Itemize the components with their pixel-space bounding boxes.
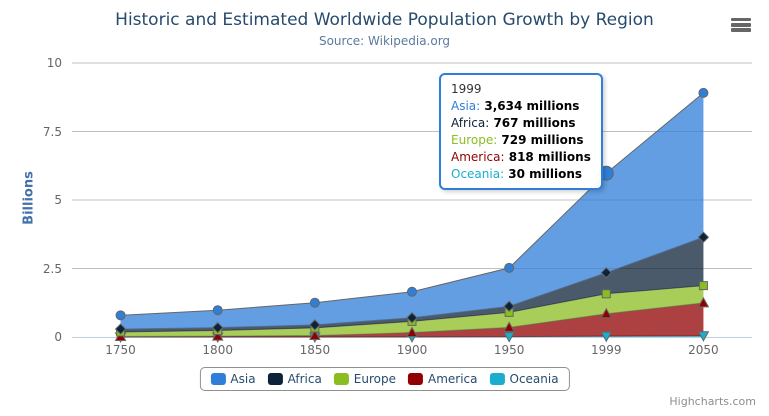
- tooltip-series-value: 767 millions: [489, 116, 576, 130]
- x-axis-label: 1800: [202, 343, 233, 357]
- tooltip-row: Asia: 3,634 millions: [451, 98, 591, 115]
- legend-swatch-icon: [333, 373, 349, 385]
- x-axis-label: 1850: [299, 343, 331, 357]
- marker-asia-2050[interactable]: [698, 87, 709, 98]
- marker-africa-1850[interactable]: [309, 319, 321, 331]
- tooltip-row: Europe: 729 millions: [451, 132, 591, 149]
- marker-oceania-1999[interactable]: [600, 331, 613, 343]
- marker-asia-1750[interactable]: [115, 310, 126, 321]
- y-axis-label: 7.5: [42, 124, 62, 139]
- x-axis-label: 1750: [105, 343, 136, 357]
- legend-swatch-icon: [267, 373, 283, 385]
- y-axis-label: 5: [54, 193, 62, 207]
- marker-africa-1950[interactable]: [503, 300, 515, 313]
- y-axis-label: 0: [54, 330, 62, 344]
- legend-label: Asia: [230, 372, 256, 386]
- tooltip-series-value: 818 millions: [504, 150, 591, 164]
- legend-item-europe[interactable]: Europe: [333, 372, 397, 386]
- tooltip-row: Africa: 767 millions: [451, 115, 591, 132]
- legend-swatch-icon: [408, 373, 424, 385]
- tooltip-series-name: Africa:: [451, 116, 490, 130]
- x-axis-label: 2050: [688, 343, 719, 357]
- x-axis-label: 1999: [591, 343, 622, 357]
- series-area-america[interactable]: [120, 302, 704, 337]
- tooltip-series-name: Asia:: [451, 99, 481, 113]
- tooltip-series-value: 3,634 millions: [480, 99, 580, 113]
- tooltip-rows: Asia: 3,634 millions Africa: 767 millions…: [451, 98, 591, 183]
- legend-label: Africa: [287, 372, 322, 386]
- marker-asia-1850[interactable]: [309, 297, 320, 308]
- tooltip-header: 1999: [451, 82, 482, 96]
- marker-africa-1800[interactable]: [212, 321, 224, 334]
- chart-subtitle: Source: Wikipedia.org: [318, 34, 451, 48]
- marker-africa-1900[interactable]: [406, 312, 418, 324]
- x-axis-label: 1950: [493, 343, 525, 357]
- series-area-asia[interactable]: [120, 92, 704, 330]
- tooltip: 1999 Asia: 3,634 millions Africa: 767 mil…: [439, 73, 603, 190]
- legend-swatch-icon: [210, 373, 226, 385]
- marker-asia-1900[interactable]: [407, 286, 417, 297]
- legend-item-america[interactable]: America: [408, 372, 478, 386]
- tooltip-row: America: 818 millions: [451, 149, 591, 166]
- marker-africa-1999[interactable]: [600, 267, 612, 279]
- credits-link[interactable]: Highcharts.com: [669, 395, 756, 408]
- hamburger-menu-icon: [731, 18, 751, 32]
- marker-oceania-1950[interactable]: [503, 332, 515, 343]
- tooltip-series-name: Europe:: [451, 133, 498, 147]
- marker-america-1900[interactable]: [406, 326, 418, 338]
- legend-item-oceania[interactable]: Oceania: [489, 372, 559, 386]
- tooltip-row: Oceania: 30 millions: [451, 166, 591, 183]
- marker-america-1950[interactable]: [503, 321, 515, 332]
- y-axis-label: 2.5: [42, 261, 62, 276]
- marker-america-2050[interactable]: [697, 296, 710, 308]
- x-axis-label: 1900: [396, 343, 428, 357]
- tooltip-series-value: 30 millions: [504, 167, 583, 181]
- export-menu-button[interactable]: [731, 18, 751, 34]
- tooltip-series-name: Oceania:: [451, 167, 505, 181]
- marker-america-1850[interactable]: [309, 329, 321, 340]
- legend-item-africa[interactable]: Africa: [267, 372, 322, 386]
- tooltip-series-name: America:: [451, 150, 505, 164]
- marker-america-1999[interactable]: [600, 307, 613, 319]
- marker-asia-1800[interactable]: [212, 305, 223, 316]
- tooltip-series-value: 729 millions: [497, 133, 584, 147]
- marker-europe-1999[interactable]: [601, 289, 611, 299]
- legend: Asia Africa Europe America Oceania: [199, 367, 570, 391]
- legend-label: America: [428, 372, 478, 386]
- marker-europe-2050[interactable]: [698, 281, 708, 291]
- series-area-africa[interactable]: [120, 237, 704, 332]
- legend-swatch-icon: [489, 373, 505, 385]
- chart-title: Historic and Estimated Worldwide Populat…: [115, 10, 654, 30]
- legend-item-asia[interactable]: Asia: [210, 372, 256, 386]
- marker-africa-2050[interactable]: [697, 231, 710, 243]
- marker-asia-1950[interactable]: [504, 262, 515, 273]
- legend-label: Europe: [353, 372, 397, 386]
- marker-america-1800[interactable]: [211, 330, 224, 341]
- marker-oceania-2050[interactable]: [697, 331, 710, 342]
- y-axis-label: 10: [46, 56, 62, 70]
- marker-africa-1750[interactable]: [114, 323, 127, 335]
- legend-label: Oceania: [509, 372, 559, 386]
